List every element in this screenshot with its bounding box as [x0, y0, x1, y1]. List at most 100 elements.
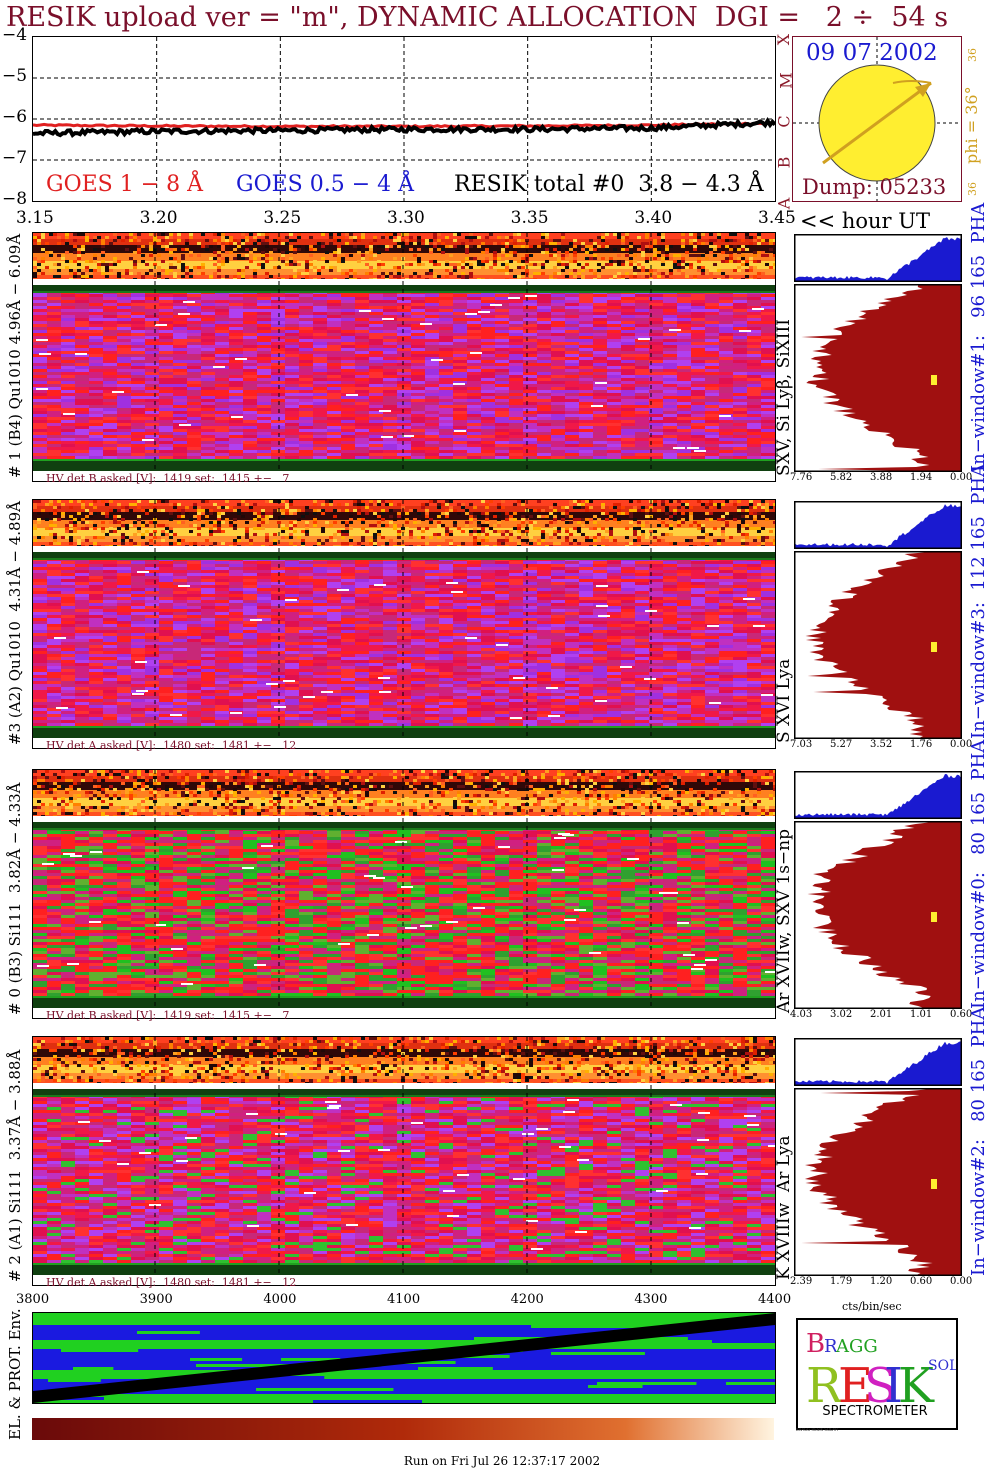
hv-status-p0: HV det B asked [V]: 1419 set: 1415 +− 7 [46, 1009, 290, 1022]
spectrum-panel-p2 [32, 1036, 776, 1286]
pha-tick-label-p1: 0.00 [950, 472, 973, 483]
legend-goes-1-8: GOES 1 − 8 Å [46, 172, 204, 197]
dump-number: Dump: 05233 [802, 175, 947, 199]
pha-window-marker [931, 375, 937, 385]
panel-label-p3: #3 (A2) Qu1010 4.31Å − 4.89Å [6, 501, 24, 745]
logo-spectrometer-text: SPECTROMETER [822, 1404, 928, 1419]
in-window-label-p0: In−window#0: 80 165 PHA [968, 739, 989, 1009]
pha-main-svg-p3 [794, 551, 962, 739]
pha-tick-label-p1: 5.82 [830, 472, 853, 483]
pha-tick-label-p1: 7.76 [790, 472, 813, 483]
environment-axis-label: EL. & PROT. Env. [6, 1308, 24, 1440]
ion-label-p3: S XVI Lya [774, 658, 794, 743]
goes-xtick-label: 3.45 [758, 208, 796, 228]
bottom-xtick-label: 3800 [16, 1292, 50, 1307]
pha-main-svg-p2 [794, 1088, 962, 1276]
pha-main-distribution [801, 285, 961, 471]
goes-class-letter: C [774, 115, 794, 128]
legend-resik-total: RESIK total #0 3.8 − 4.3 Å [454, 172, 764, 197]
environment-trend-band [33, 1313, 775, 1403]
goes-ytick-label: −7 [2, 148, 28, 168]
spectrum-heatmap-p1 [33, 233, 775, 481]
phi-small-bottom: 36 [966, 182, 979, 196]
pha-tick-label-p2: 1.79 [830, 1276, 853, 1287]
pha-top-svg-p1 [794, 234, 962, 282]
sun-disk-graphic [793, 37, 961, 201]
pha-top-distribution [795, 774, 961, 818]
goes-ytick-label: −4 [2, 25, 28, 45]
pha-main-box-p1 [794, 284, 962, 472]
hv-status-p2: HV det A asked [V]: 1480 set: 1481 +− 12 [46, 1276, 297, 1289]
spectrum-panel-p1 [32, 232, 776, 482]
pha-top-distribution [795, 504, 961, 548]
pha-main-box-p2 [794, 1088, 962, 1276]
goes-class-letter: A [774, 197, 794, 210]
pha-tick-label-p0: 2.01 [870, 1009, 893, 1020]
pha-window-marker [931, 1179, 937, 1189]
goes-xtick-label: 3.25 [263, 208, 302, 228]
sun-axis-arrow [822, 81, 932, 165]
environment-plot [32, 1312, 776, 1404]
pha-tick-label-p3: 3.52 [870, 739, 893, 750]
pha-main-svg-p1 [794, 284, 962, 472]
goes-class-letter: X [774, 33, 794, 46]
pha-tick-label-p3: 0.00 [950, 739, 973, 750]
pha-top-distribution [795, 237, 961, 281]
pha-tick-label-p0: 1.01 [910, 1009, 933, 1020]
pha-top-svg-p0 [794, 771, 962, 819]
bottom-xtick-label: 3900 [139, 1292, 173, 1307]
goes-ytick-label: −8 [2, 189, 28, 209]
colorbar [32, 1418, 774, 1440]
pha-tick-label-p2: 0.60 [910, 1276, 933, 1287]
pha-top-box-p0 [794, 771, 962, 819]
observation-date: 09 07 2002 [806, 40, 938, 66]
goes-class-letter: B [774, 156, 794, 169]
pha-tick-label-p2: 1.20 [870, 1276, 893, 1287]
ion-label-p1: SXV, Si Lyβ, SiXIII [774, 319, 794, 476]
pha-tick-label-p0: 0.60 [950, 1009, 973, 1020]
bottom-xtick-label: 4300 [634, 1292, 668, 1307]
goes-xtick-label: 3.20 [139, 208, 178, 228]
hv-status-p1: HV det B asked [V]: 1419 set: 1415 +− 7 [46, 472, 290, 485]
sun-orientation-box [792, 36, 962, 202]
goes-xtick-label: 3.40 [634, 208, 673, 228]
legend-goes-05-4: GOES 0.5 − 4 Å [236, 172, 415, 197]
goes-xtick-label: 3.30 [387, 208, 425, 228]
spectrum-panel-p0 [32, 769, 776, 1019]
pha-main-box-p0 [794, 821, 962, 1009]
pha-main-distribution [801, 1089, 961, 1275]
pha-top-box-p3 [794, 501, 962, 549]
pha-main-distribution [807, 822, 961, 1008]
pha-window-marker [931, 642, 937, 652]
spectrum-heatmap-p2 [33, 1037, 775, 1285]
pha-main-distribution [805, 552, 961, 738]
ion-label-p2: K XVIIIw Ar Lya [774, 1135, 794, 1280]
spectrum-heatmap-p0 [33, 770, 775, 1018]
ion-label-p0: Ar XVIIw, SXV 1s−np [774, 828, 794, 1013]
cts-unit-label: cts/bin/sec [842, 1300, 902, 1313]
resik-total-series [33, 117, 775, 139]
pha-tick-label-p0: 4.03 [790, 1009, 813, 1020]
bottom-xtick-label: 4400 [758, 1292, 792, 1307]
spectrum-panel-p3 [32, 499, 776, 749]
goes-lightcurve-plot [32, 36, 776, 202]
bottom-xtick-label: 4100 [387, 1292, 421, 1307]
pha-tick-label-p3: 5.27 [830, 739, 853, 750]
panel-label-p0: # 0 (B3) Si111 3.82Å − 4.33Å [6, 782, 24, 1016]
pha-top-box-p2 [794, 1038, 962, 1086]
hv-status-p3: HV det A asked [V]: 1480 set: 1481 +− 12 [46, 739, 297, 752]
colorbar-svg [32, 1418, 774, 1440]
logo-credits-text: BRAGG RESIK SOLAR [796, 1428, 838, 1432]
spectrum-heatmap-p3 [33, 500, 775, 748]
page-title: RESIK upload ver = "m", DYNAMIC ALLOCATI… [6, 2, 949, 33]
pha-main-svg-p0 [794, 821, 962, 1009]
pha-tick-label-p1: 1.94 [910, 472, 933, 483]
panel-label-p1: # 1 (B4) Qu1010 4.96Å − 6.09Å [6, 233, 24, 478]
goes-chart-svg [33, 37, 775, 201]
goes-xtick-label: 3.15 [16, 208, 54, 228]
pha-top-svg-p2 [794, 1038, 962, 1086]
goes-ytick-label: −6 [2, 107, 28, 127]
pha-top-box-p1 [794, 234, 962, 282]
goes-ytick-label: −5 [2, 66, 28, 86]
in-window-label-p3: In−window#3: 112 165 PHA [968, 463, 989, 739]
